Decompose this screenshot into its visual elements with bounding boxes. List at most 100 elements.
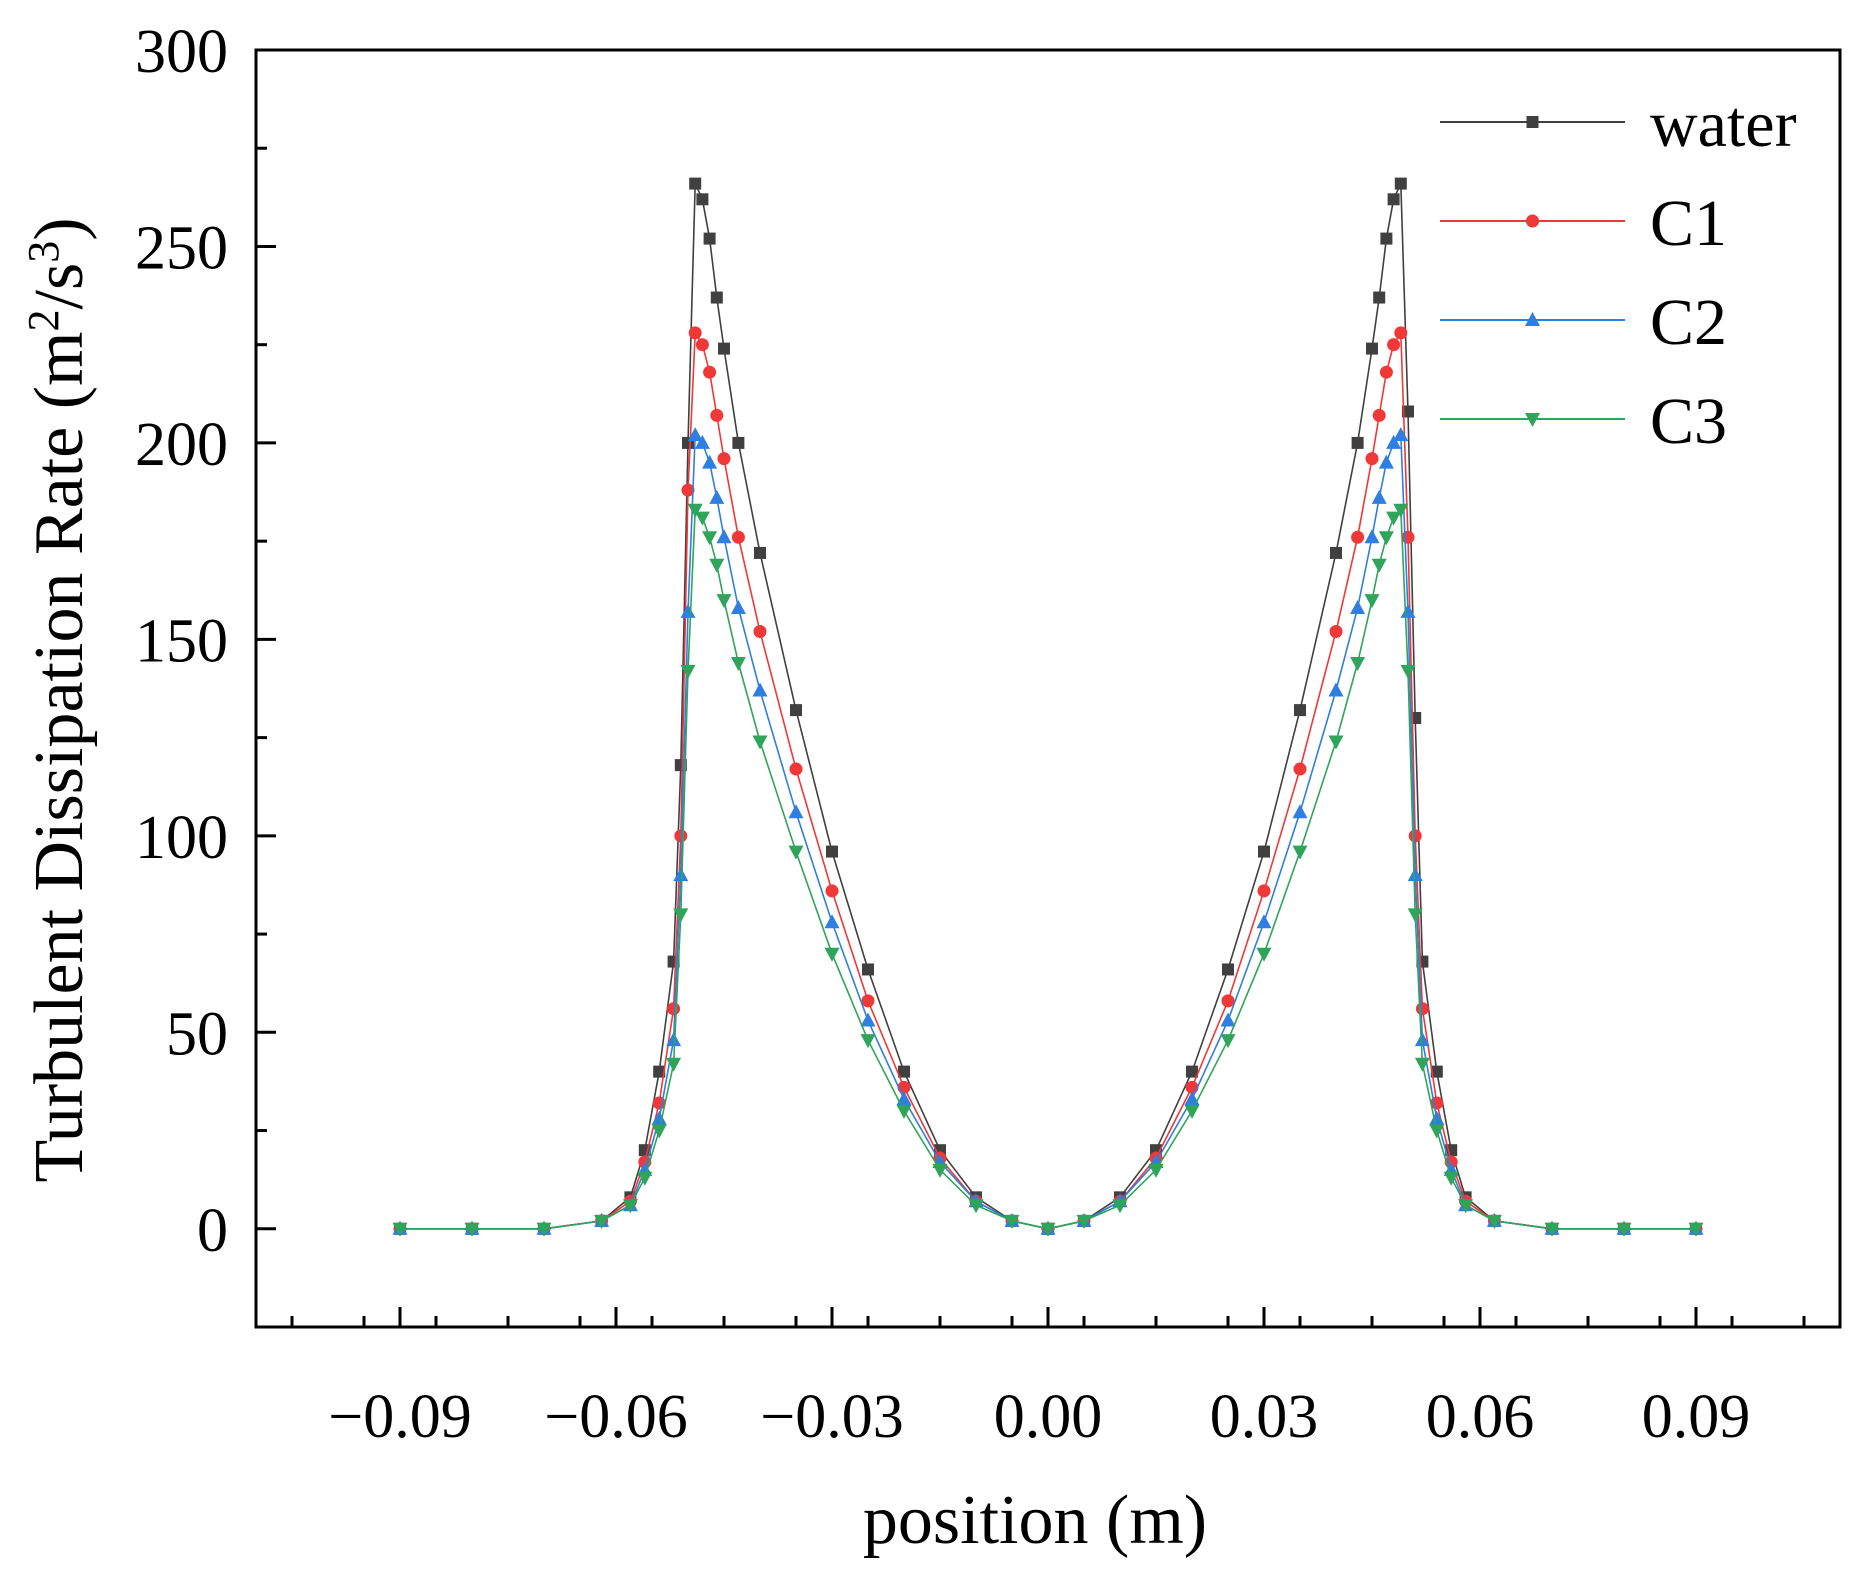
data-point-C2 bbox=[730, 599, 746, 614]
data-point-C1 bbox=[1329, 625, 1343, 639]
data-point-C2 bbox=[709, 489, 725, 504]
data-point-C3 bbox=[1076, 1214, 1092, 1229]
data-point-water bbox=[862, 963, 874, 976]
data-point-C3 bbox=[1112, 1199, 1128, 1214]
data-point-C3 bbox=[1429, 1124, 1445, 1139]
data-point-C1 bbox=[789, 762, 803, 776]
data-point-water bbox=[653, 1065, 666, 1078]
data-point-C3 bbox=[716, 594, 732, 609]
data-point-C2 bbox=[651, 1110, 667, 1125]
data-point-C1 bbox=[1372, 408, 1386, 422]
y-axis-ticks: 0 50 100 150 200 250 300 bbox=[135, 18, 276, 1265]
x-tick-label: 0.06 bbox=[1426, 1383, 1535, 1451]
data-point-water bbox=[826, 845, 838, 858]
data-point-water bbox=[1294, 704, 1306, 717]
data-point-water bbox=[1366, 342, 1378, 355]
data-point-C2 bbox=[1393, 427, 1409, 442]
x-tick-label: 0.00 bbox=[994, 1383, 1103, 1451]
data-point-C3 bbox=[1040, 1222, 1056, 1237]
data-point-C3 bbox=[1004, 1214, 1020, 1229]
data-point-C1 bbox=[1394, 326, 1408, 340]
series-line-C3 bbox=[400, 507, 1696, 1230]
data-point-C1 bbox=[667, 1002, 681, 1016]
data-point-C3 bbox=[673, 908, 689, 923]
x-tick-label: −0.03 bbox=[760, 1383, 903, 1451]
data-point-water bbox=[1387, 193, 1400, 206]
data-point-C3 bbox=[824, 947, 840, 962]
y-tick-label: 100 bbox=[135, 804, 228, 872]
data-point-C2 bbox=[1414, 1032, 1430, 1047]
data-point-C3 bbox=[730, 656, 746, 671]
data-point-water bbox=[1330, 546, 1342, 559]
data-point-C1 bbox=[1221, 994, 1235, 1008]
data-point-C2 bbox=[1292, 804, 1308, 819]
data-point-C2 bbox=[860, 1012, 876, 1027]
data-point-C2 bbox=[1350, 599, 1366, 614]
series-C1 bbox=[393, 326, 1703, 1236]
data-point-water bbox=[1258, 845, 1270, 858]
data-point-C1 bbox=[1379, 365, 1393, 379]
data-point-C2 bbox=[824, 914, 840, 929]
y-tick-label: 200 bbox=[135, 411, 228, 479]
legend-item-C3: C3 bbox=[1440, 385, 1727, 458]
data-point-C2 bbox=[716, 529, 732, 544]
legend: water C1 C2 C3 bbox=[1440, 88, 1797, 458]
x-axis-ticks: −0.09 −0.06 −0.03 0.00 0.03 0.06 0.09 bbox=[290, 1307, 1806, 1451]
data-point-water bbox=[754, 546, 766, 559]
x-axis-title: position (m) bbox=[863, 1482, 1207, 1559]
data-point-C1 bbox=[1401, 530, 1415, 544]
data-point-water bbox=[1380, 232, 1393, 245]
data-point-C3 bbox=[860, 1034, 876, 1049]
data-point-C2 bbox=[694, 434, 710, 449]
data-point-water bbox=[1430, 1065, 1443, 1078]
data-point-water bbox=[703, 232, 716, 245]
legend-marker bbox=[1525, 312, 1540, 326]
data-point-C2 bbox=[1220, 1012, 1236, 1027]
data-point-C3 bbox=[1364, 594, 1380, 609]
series-water bbox=[394, 177, 1702, 1235]
y-tick-label: 300 bbox=[135, 18, 228, 86]
data-point-C3 bbox=[709, 558, 725, 573]
data-point-C3 bbox=[622, 1199, 638, 1214]
data-point-C3 bbox=[392, 1222, 408, 1237]
data-point-C1 bbox=[1257, 884, 1271, 898]
legend-marker bbox=[1526, 214, 1539, 228]
data-point-C3 bbox=[1378, 531, 1394, 546]
data-point-C3 bbox=[1256, 947, 1272, 962]
series-layer bbox=[392, 177, 1704, 1237]
data-point-C3 bbox=[1371, 558, 1387, 573]
legend-label: C2 bbox=[1650, 286, 1727, 359]
legend-item-C1: C1 bbox=[1440, 187, 1727, 260]
data-point-C1 bbox=[825, 884, 839, 898]
data-point-C3 bbox=[752, 735, 768, 750]
series-line-water bbox=[400, 183, 1696, 1230]
data-point-C3 bbox=[680, 664, 696, 679]
data-point-C1 bbox=[717, 452, 731, 466]
data-point-C2 bbox=[1378, 454, 1394, 469]
data-point-C1 bbox=[703, 365, 717, 379]
x-tick-label: 0.03 bbox=[1210, 1383, 1319, 1451]
data-point-C2 bbox=[1371, 489, 1387, 504]
data-point-C1 bbox=[674, 829, 688, 843]
y-tick-label: 250 bbox=[135, 214, 228, 282]
data-point-C1 bbox=[731, 530, 745, 544]
data-point-C1 bbox=[1415, 1002, 1429, 1016]
data-point-C1 bbox=[710, 408, 724, 422]
data-point-C2 bbox=[666, 1032, 682, 1047]
data-point-water bbox=[710, 291, 723, 304]
y-axis-title: Turbulent Dissipation Rate (m2/s3) bbox=[19, 217, 99, 1182]
data-point-C2 bbox=[1256, 914, 1272, 929]
data-point-C2 bbox=[788, 804, 804, 819]
data-point-water bbox=[1373, 291, 1386, 304]
data-point-C3 bbox=[702, 531, 718, 546]
x-tick-label: 0.09 bbox=[1642, 1383, 1751, 1451]
data-point-C2 bbox=[687, 427, 703, 442]
data-point-water bbox=[732, 436, 745, 449]
series-line-C2 bbox=[400, 433, 1696, 1230]
data-point-water bbox=[790, 704, 802, 717]
data-point-C3 bbox=[1292, 845, 1308, 860]
data-point-water bbox=[898, 1065, 910, 1078]
data-point-C2 bbox=[673, 867, 689, 882]
data-point-C2 bbox=[1328, 682, 1344, 697]
